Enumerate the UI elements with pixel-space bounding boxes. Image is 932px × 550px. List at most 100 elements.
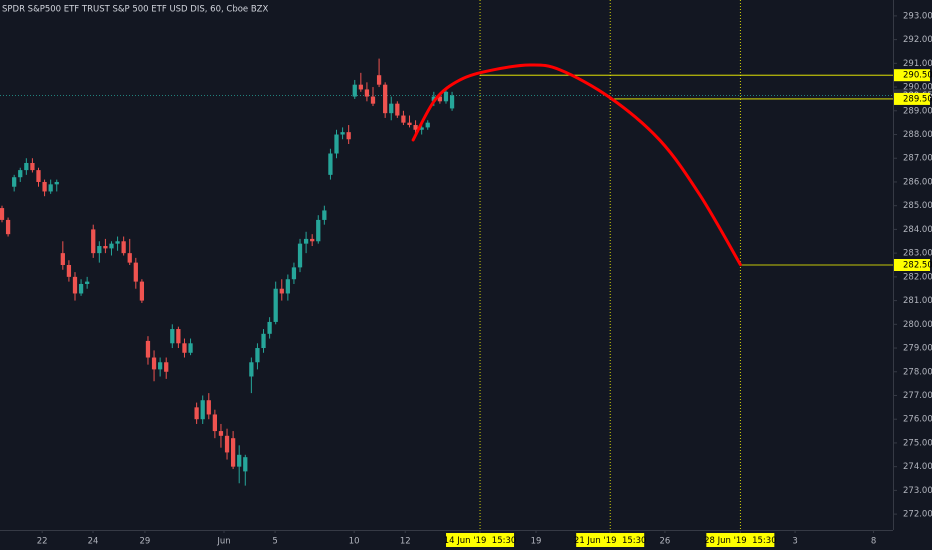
y-tick-label: 286.00 — [903, 177, 932, 187]
candle-body — [182, 343, 187, 353]
candle-body — [261, 333, 266, 349]
candle-body — [218, 431, 224, 436]
level-label: 290.50 — [903, 71, 932, 81]
candle-body — [121, 241, 126, 254]
x-tick-label: 24 — [88, 537, 99, 547]
y-tick-label: 275.00 — [903, 438, 932, 448]
candle-body — [230, 438, 236, 467]
candle-body — [85, 281, 90, 284]
candle-body — [30, 162, 35, 171]
candle-body — [419, 127, 424, 130]
y-tick-label: 272.00 — [903, 510, 932, 520]
level-label-box — [894, 69, 930, 82]
candle-body — [158, 362, 163, 370]
candle-body — [91, 229, 96, 254]
candle-body — [18, 170, 23, 178]
candle-body — [66, 265, 72, 277]
projection-curve — [411, 63, 742, 267]
candle-body — [72, 276, 78, 294]
y-tick-label: 293.00 — [903, 11, 932, 21]
candle-body — [328, 153, 333, 175]
candle-body — [78, 283, 84, 294]
candle-body — [54, 181, 59, 185]
candle-body — [273, 288, 278, 322]
candle-body — [407, 122, 412, 126]
x-tick-label: 12 — [400, 537, 411, 547]
candle-body — [322, 210, 327, 220]
candle-body — [109, 243, 114, 249]
candle-body — [0, 208, 5, 220]
y-tick-label: 289.00 — [903, 106, 932, 116]
y-tick-label: 291.00 — [903, 59, 932, 69]
candle-body — [176, 329, 181, 344]
candle-body — [303, 238, 309, 244]
candle-body — [316, 219, 321, 242]
candle-body — [224, 435, 230, 453]
candle-body — [5, 219, 11, 235]
candle-body — [340, 132, 345, 135]
candle-body — [413, 125, 418, 130]
candle-body — [443, 91, 449, 102]
level-label-box — [894, 259, 930, 271]
x-tick-label: 5 — [272, 537, 277, 547]
candle-body — [151, 357, 157, 370]
candle-body — [267, 321, 272, 334]
candle-body — [291, 267, 297, 280]
candle-body — [352, 84, 357, 97]
y-tick-label: 279.00 — [903, 344, 932, 354]
candle-body — [279, 288, 284, 294]
candle-body — [364, 89, 370, 97]
candle-body — [395, 103, 400, 116]
candle-body — [437, 96, 443, 102]
y-tick-label: 274.00 — [903, 462, 932, 472]
candle-body — [127, 253, 132, 263]
candle-body — [200, 400, 205, 420]
candle-body — [376, 75, 382, 85]
x-tick-label: 26 — [660, 537, 671, 547]
candle-body — [48, 184, 53, 192]
x-tick-label: 19 — [531, 537, 542, 547]
candle-body — [449, 95, 455, 109]
candle-body — [346, 132, 351, 140]
candle-body — [389, 103, 394, 114]
y-tick-label: 288.00 — [903, 130, 932, 140]
candle-body — [60, 253, 65, 265]
x-highlight-box — [576, 533, 645, 547]
candle-body — [237, 454, 242, 467]
candle-body — [115, 241, 120, 244]
candle-body — [358, 84, 363, 90]
candle-body — [243, 457, 248, 472]
x-tick-label: 28 Jun '19 15:30 — [704, 536, 777, 546]
candle-body — [139, 281, 145, 301]
y-tick-label: 281.00 — [903, 296, 932, 306]
x-highlight-box — [706, 533, 775, 547]
x-tick-label: 8 — [871, 537, 876, 547]
y-tick-label: 287.00 — [903, 154, 932, 164]
level-label: 282.50 — [903, 261, 932, 271]
y-tick-label: 292.00 — [903, 35, 932, 45]
candle-body — [310, 238, 315, 242]
candle-body — [133, 262, 138, 282]
chart-title: SPDR S&P500 ETF TRUST S&P 500 ETF USD DI… — [2, 5, 268, 15]
candle-body — [255, 348, 260, 363]
y-tick-label: 277.00 — [903, 391, 932, 401]
candle-body — [212, 414, 218, 432]
y-tick-label: 290.00 — [903, 83, 932, 93]
candle-body — [188, 343, 193, 353]
candle-body — [24, 162, 29, 171]
x-tick-label: 22 — [37, 537, 48, 547]
candle-body — [285, 279, 290, 294]
x-tick-label: Jun — [216, 537, 230, 547]
candle-body — [36, 170, 41, 182]
y-tick-label: 276.00 — [903, 415, 932, 425]
candle-body — [425, 122, 430, 128]
x-tick-label: 10 — [349, 537, 360, 547]
candle-body — [206, 400, 211, 415]
x-tick-label: 3 — [792, 537, 797, 547]
y-tick-label: 282.00 — [903, 272, 932, 282]
candle-body — [170, 329, 175, 344]
y-tick-label: 278.00 — [903, 367, 932, 377]
candle-body — [164, 362, 169, 372]
candle-body — [431, 96, 436, 102]
